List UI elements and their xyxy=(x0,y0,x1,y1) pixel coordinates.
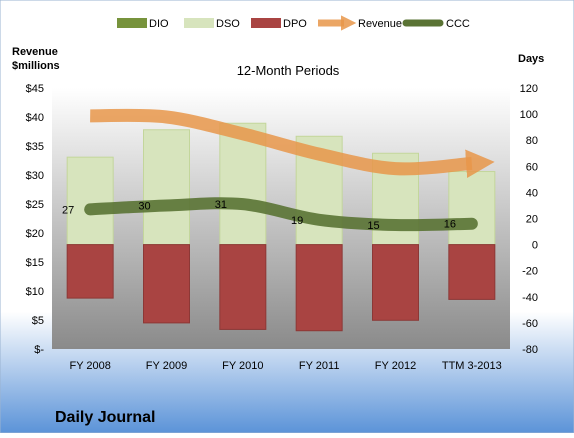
revenue-line xyxy=(90,108,495,179)
left-tick-20: $20 xyxy=(26,228,44,240)
right-tick-20: -20 xyxy=(522,266,538,278)
right-tick-40: 40 xyxy=(526,187,538,199)
chart-title: 12-Month Periods xyxy=(237,63,340,78)
left-axis-label-line1: Revenue xyxy=(12,46,58,58)
ccc-data-labels: 27 30 31 19 15 16 xyxy=(62,199,456,232)
legend-label-dpo: DPO xyxy=(283,18,307,30)
legend-label-ccc: CCC xyxy=(446,18,470,30)
right-tick-80: 80 xyxy=(526,135,538,147)
dso-bar-ttm-3-2013 xyxy=(448,171,496,246)
right-tick-100: 100 xyxy=(520,109,538,121)
legend-label-dio: DIO xyxy=(149,18,169,30)
x-tick-fy-2008: FY 2008 xyxy=(69,360,110,372)
x-axis-ticks: FY 2008 FY 2009 FY 2010 FY 2011 FY 2012 TTM 3… xyxy=(69,360,501,372)
left-tick-25: $25 xyxy=(26,199,44,211)
plot-area xyxy=(52,88,510,349)
ccc-label-fy-2011: 19 xyxy=(291,215,303,227)
right-tick-20: 20 xyxy=(526,214,538,226)
dpo-bar-fy-2008 xyxy=(66,244,114,299)
left-axis-label-line2: $millions xyxy=(12,60,60,72)
left-tick-40: $40 xyxy=(26,112,44,124)
left-tick-0: $- xyxy=(34,344,44,356)
ccc-label-fy-2009: 30 xyxy=(138,200,150,212)
ccc-label-fy-2010: 31 xyxy=(215,199,227,211)
left-tick-45: $45 xyxy=(26,83,44,95)
left-tick-15: $15 xyxy=(26,257,44,269)
dso-bar-fy-2008 xyxy=(66,156,114,246)
right-tick-60: -60 xyxy=(522,318,538,330)
dpo-bar-fy-2009 xyxy=(143,244,190,324)
dpo-bar-ttm-3-2013 xyxy=(448,244,496,300)
right-tick-60: 60 xyxy=(526,161,538,173)
ccc-label-ttm-3-2013: 16 xyxy=(444,219,456,231)
dpo-bar-fy-2011 xyxy=(295,244,343,332)
ccc-line xyxy=(84,197,478,232)
right-tick-0: 0 xyxy=(532,240,538,252)
legend-swatch-dso xyxy=(184,18,214,28)
right-tick-40: -40 xyxy=(522,292,538,304)
x-tick-fy-2009: FY 2009 xyxy=(146,360,187,372)
legend-label-dso: DSO xyxy=(216,18,240,30)
left-axis-ticks: $- $5 $10 $15 $20 $25 $30 $35 $40 $45 xyxy=(26,83,45,356)
legend: DIO DSO DPO Revenue CCC xyxy=(117,15,470,31)
x-tick-fy-2010: FY 2010 xyxy=(222,360,263,372)
legend-swatch-dio xyxy=(117,18,147,28)
left-tick-35: $35 xyxy=(26,141,44,153)
right-axis-ticks: -80 -60 -40 -20 0 20 40 60 80 100 120 xyxy=(520,83,538,356)
line-series xyxy=(84,108,495,232)
dso-bar-fy-2009 xyxy=(143,129,190,246)
dpo-bar-fy-2012 xyxy=(372,244,419,321)
x-tick-fy-2011: FY 2011 xyxy=(299,360,340,372)
ccc-label-fy-2008: 27 xyxy=(62,204,74,216)
x-tick-ttm-3-2013: TTM 3-2013 xyxy=(442,360,502,372)
right-tick-120: 120 xyxy=(520,83,538,95)
left-tick-5: $5 xyxy=(32,315,44,327)
ccc-label-fy-2012: 15 xyxy=(367,220,379,232)
x-tick-fy-2012: FY 2012 xyxy=(375,360,416,372)
legend-swatch-dpo xyxy=(251,18,281,28)
right-tick-80: -80 xyxy=(522,344,538,356)
left-tick-30: $30 xyxy=(26,170,44,182)
dpo-bar-fy-2010 xyxy=(219,244,267,330)
right-axis-label: Days xyxy=(518,53,544,65)
left-tick-10: $10 xyxy=(26,286,44,298)
footer-title: Daily Journal xyxy=(55,409,155,426)
legend-label-revenue: Revenue xyxy=(358,18,402,30)
